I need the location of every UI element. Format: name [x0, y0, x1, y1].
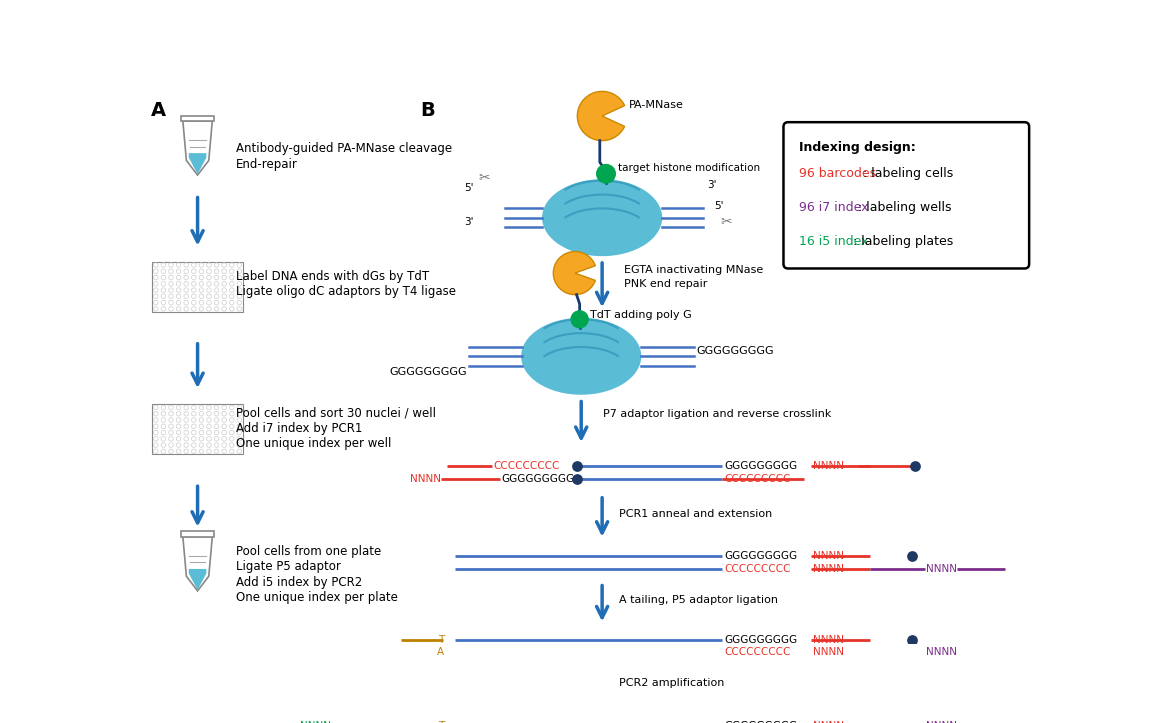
Point — [906, 461, 925, 472]
Point — [903, 551, 921, 562]
Text: One unique index per well: One unique index per well — [236, 437, 392, 450]
Text: 5': 5' — [714, 201, 724, 211]
Text: T: T — [438, 635, 444, 645]
Polygon shape — [189, 153, 206, 174]
Text: 96 barcodes: 96 barcodes — [799, 167, 876, 180]
Text: B: B — [420, 100, 435, 119]
Text: Pool cells from one plate: Pool cells from one plate — [236, 545, 381, 558]
Point — [568, 474, 586, 485]
Text: PCR1 anneal and extension: PCR1 anneal and extension — [619, 509, 772, 519]
Text: NNNN: NNNN — [812, 721, 844, 723]
Text: P7 adaptor ligation and reverse crosslink: P7 adaptor ligation and reverse crosslin… — [603, 409, 831, 419]
Text: GGGGGGGGG: GGGGGGGGG — [724, 635, 797, 645]
Text: NNNN: NNNN — [926, 564, 957, 574]
Text: ✂: ✂ — [720, 215, 731, 228]
Text: A tailing, P5 adaptor ligation: A tailing, P5 adaptor ligation — [619, 594, 778, 604]
Text: target histone modification: target histone modification — [618, 163, 760, 174]
Text: GGGGGGGGG: GGGGGGGGG — [724, 552, 797, 562]
Text: NNNN: NNNN — [926, 721, 957, 723]
Bar — [181, 531, 213, 536]
Point — [568, 461, 586, 472]
Text: Label DNA ends with dGs by TdT: Label DNA ends with dGs by TdT — [236, 270, 430, 283]
Text: Ligate P5 adaptor: Ligate P5 adaptor — [236, 560, 341, 573]
Text: Ligate oligo dC adaptors by T4 ligase: Ligate oligo dC adaptors by T4 ligase — [236, 286, 457, 299]
Text: NNNN: NNNN — [812, 461, 844, 471]
Text: PA-MNase: PA-MNase — [629, 100, 684, 110]
Text: 3': 3' — [464, 216, 474, 226]
Text: CCCCCCCCC: CCCCCCCCC — [724, 474, 790, 484]
Text: A: A — [437, 647, 444, 657]
Text: PNK end repair: PNK end repair — [624, 279, 707, 289]
Text: CCCCCCCCC: CCCCCCCCC — [724, 564, 790, 574]
Text: NNNN: NNNN — [812, 635, 844, 645]
Text: CCCCCCCCC: CCCCCCCCC — [494, 461, 560, 471]
Text: GGGGGGGGG: GGGGGGGGG — [695, 346, 773, 356]
Text: ✂: ✂ — [479, 171, 490, 184]
Text: NNNN: NNNN — [812, 647, 844, 657]
Text: 96 i7 index: 96 i7 index — [799, 201, 868, 214]
Polygon shape — [189, 569, 206, 590]
Text: GGGGGGGGG: GGGGGGGGG — [502, 474, 575, 484]
Circle shape — [571, 311, 588, 328]
Wedge shape — [553, 252, 596, 295]
Text: GGGGGGGGG: GGGGGGGGG — [724, 461, 797, 471]
Text: NNNN: NNNN — [926, 647, 957, 657]
Text: End-repair: End-repair — [236, 158, 298, 171]
Text: T: T — [438, 721, 444, 723]
Text: Antibody-guided PA-MNase cleavage: Antibody-guided PA-MNase cleavage — [236, 142, 452, 155]
Circle shape — [597, 165, 615, 183]
Text: : labeling wells: : labeling wells — [858, 201, 952, 214]
FancyBboxPatch shape — [152, 262, 243, 312]
Point — [903, 634, 921, 646]
Bar — [181, 116, 213, 121]
Text: 3': 3' — [707, 180, 716, 190]
Text: Pool cells and sort 30 nuclei / well: Pool cells and sort 30 nuclei / well — [236, 406, 436, 419]
Text: Indexing design:: Indexing design: — [799, 141, 916, 154]
Text: EGTA inactivating MNase: EGTA inactivating MNase — [624, 265, 763, 275]
Text: NNNN: NNNN — [812, 564, 844, 574]
FancyBboxPatch shape — [783, 122, 1029, 268]
Text: NNNN: NNNN — [812, 552, 844, 562]
Text: A: A — [151, 100, 166, 119]
Text: 5': 5' — [464, 184, 474, 193]
Text: GGGGGGGGG: GGGGGGGGG — [724, 721, 797, 723]
Ellipse shape — [522, 318, 641, 395]
Wedge shape — [577, 91, 625, 141]
Text: TdT adding poly G: TdT adding poly G — [590, 310, 692, 320]
Text: One unique index per plate: One unique index per plate — [236, 591, 399, 604]
Text: Add i5 index by PCR2: Add i5 index by PCR2 — [236, 576, 363, 589]
Text: PCR2 amplification: PCR2 amplification — [619, 677, 724, 688]
Text: Add i7 index by PCR1: Add i7 index by PCR1 — [236, 422, 363, 435]
Text: NNNN: NNNN — [410, 474, 440, 484]
FancyBboxPatch shape — [152, 404, 243, 455]
Text: : labeling cells: : labeling cells — [863, 167, 954, 180]
Ellipse shape — [542, 179, 662, 256]
Text: CCCCCCCCC: CCCCCCCCC — [724, 647, 790, 657]
Text: 16 i5 index: 16 i5 index — [799, 234, 868, 247]
Text: NNNN: NNNN — [300, 721, 330, 723]
Text: : labeling plates: : labeling plates — [853, 234, 954, 247]
Text: GGGGGGGGG: GGGGGGGGG — [389, 367, 467, 377]
